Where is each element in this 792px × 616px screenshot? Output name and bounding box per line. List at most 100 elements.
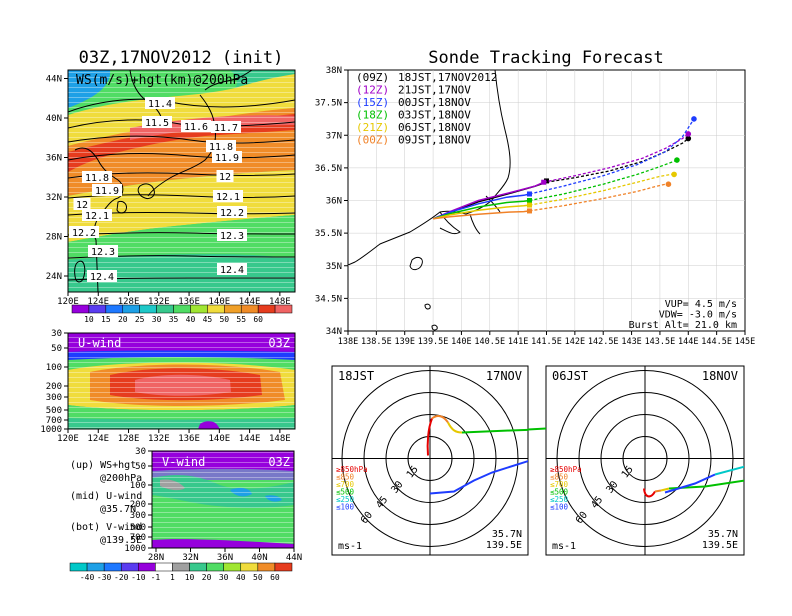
track-line-descent	[546, 137, 689, 183]
track-y-tick-label: 36N	[326, 197, 342, 207]
track-x-tick-label: 140E	[451, 337, 471, 347]
colorbar-tick-label: 20	[202, 573, 212, 582]
colorbar-tick-label: -40	[80, 573, 95, 582]
contour-label: 11.8	[85, 173, 109, 184]
contour-label: 12.4	[220, 265, 244, 276]
contour-label-box	[217, 206, 247, 218]
landing-marker	[685, 131, 692, 137]
u-y-tick-label: 700	[46, 416, 62, 426]
map-x-tick-label: 124E	[87, 297, 109, 307]
v-x-tick-label: 40N	[251, 553, 267, 563]
v-y-tick-label: 300	[130, 511, 146, 521]
contour-label-box	[145, 97, 175, 109]
v-wind-time: 03Z	[268, 455, 290, 469]
track-x-tick-label: 138.5E	[361, 337, 392, 347]
burst-marker	[526, 198, 532, 203]
hodograph-segment	[426, 418, 433, 456]
track-line-descent	[529, 173, 675, 206]
polar-level-label: ≤500	[336, 488, 355, 497]
colorbar-tick-label: 55	[236, 315, 246, 324]
track-y-tick-label: 34N	[326, 327, 342, 337]
polar-level-label: ≤850	[550, 473, 569, 482]
landing-marker	[671, 171, 677, 178]
colorbar-tick-label: -30	[97, 573, 112, 582]
track-x-tick-label: 139E	[394, 337, 414, 347]
v-x-tick-label: 44N	[286, 553, 302, 563]
note-line: (up) WS+hgt	[70, 460, 136, 471]
contour-label: 11.5	[145, 118, 169, 129]
polar-level-label: ≤250	[336, 495, 355, 504]
map-x-tick-label: 120E	[57, 297, 79, 307]
colorbar-tick-label: 40	[186, 315, 196, 324]
track-x-tick-label: 143.5E	[645, 337, 676, 347]
v-y-tick-label: 30	[135, 447, 146, 457]
contour-label: 12.4	[90, 272, 114, 283]
legend-time: 06JST,18NOV	[398, 121, 471, 134]
colorbar-segment	[223, 562, 242, 572]
v-y-tick-label: 1000	[124, 544, 146, 554]
legend-time: 09JST,18NOV	[398, 134, 471, 147]
colorbar-tick-label: 30	[152, 315, 162, 324]
contour-label: 11.7	[214, 123, 238, 134]
landing-marker	[685, 135, 692, 142]
colorbar-segment	[190, 304, 208, 314]
note-sub: @200hPa	[100, 473, 142, 484]
contour-label-box	[82, 171, 112, 183]
colorbar-segment	[103, 562, 122, 572]
u-x-tick-label: 144E	[239, 434, 261, 444]
colorbar-segment	[139, 304, 157, 314]
colorbar-segment	[257, 562, 276, 572]
track-x-tick-label: 144E	[678, 337, 698, 347]
track-y-tick-label: 36.5N	[315, 164, 342, 174]
polar-level-label: ≤700	[336, 480, 355, 489]
colorbar-segment	[240, 304, 259, 314]
u-y-tick-label: 100	[46, 363, 62, 373]
polar-level-label: ≤250	[550, 495, 569, 504]
colorbar-tick-label: 10	[185, 573, 195, 582]
u-wind-label: U-wind	[78, 336, 121, 350]
map-y-tick-label: 44N	[46, 75, 62, 85]
colorbar-segment	[189, 562, 207, 572]
polar-rings	[332, 366, 528, 555]
u-x-tick-label: 120E	[57, 434, 79, 444]
note-sub: @35.7N	[100, 504, 136, 515]
legend-code: (15Z)	[356, 96, 389, 109]
polar-level-label: ≥850hPa	[336, 465, 368, 474]
colorbar-tick-label: 15	[101, 315, 111, 324]
v-y-tick-label: 700	[130, 533, 146, 543]
colorbar-segment	[86, 562, 105, 572]
polar-date-label: 18NOV	[702, 369, 738, 383]
track-line-ascent	[432, 199, 530, 220]
polar-level-label: ≤700	[550, 480, 569, 489]
colorbar-tick-label: 60	[270, 573, 280, 582]
map-x-tick-label: 144E	[239, 297, 261, 307]
landing-marker	[691, 116, 697, 122]
colorbar-tick-label: -20	[114, 573, 129, 582]
contour-label: 12.2	[220, 208, 244, 219]
hodograph-segment	[429, 460, 528, 495]
track-x-tick-label: 140.5E	[474, 337, 505, 347]
hodograph-connector	[527, 427, 547, 431]
polar-lon: 139.5E	[486, 540, 522, 551]
u-y-tick-label: 500	[46, 406, 62, 416]
note-line: (bot) V-wind	[70, 522, 142, 533]
colorbar-segment	[172, 562, 190, 572]
track-line-ascent	[432, 204, 530, 220]
contour-label-box	[216, 170, 234, 182]
map-colorbar: 10 15 20 25 30 35 40 45 50 55 60	[71, 304, 293, 324]
colorbar-segment	[257, 304, 276, 314]
map-x-tick-label: 140E	[208, 297, 230, 307]
track-panel: 138E 138.5E 139E 139.5E 140E 140.5E 141E 141.5E…	[315, 66, 755, 347]
v-x-tick-label: 36N	[217, 553, 233, 563]
hodograph-segment	[654, 489, 662, 493]
contour-label-box	[211, 121, 241, 133]
map-x-tick-label: 136E	[178, 297, 200, 307]
colorbar-tick-label: 40	[236, 573, 246, 582]
track-y-tick-label: 35N	[326, 262, 342, 272]
burst-marker	[526, 208, 532, 214]
track-x-tick-label: 142.5E	[588, 337, 619, 347]
v-wind-label: V-wind	[162, 455, 205, 469]
u-x-tick-label: 136E	[178, 434, 200, 444]
left-title: 03Z,17NOV2012 (init)	[79, 48, 284, 68]
track-line-descent	[529, 118, 695, 195]
